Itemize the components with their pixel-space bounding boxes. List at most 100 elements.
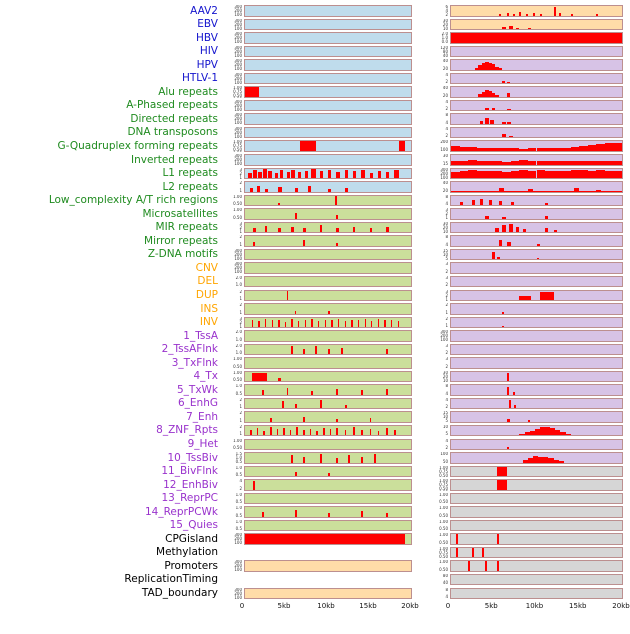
data-bar [264,318,267,328]
track-row-14-reprpcwk: 14_ReprPCWk 1.0 0.5 1.00 0.50 [0,505,630,519]
data-bar [303,227,306,233]
track-label-a-phased-repeats: A-Phased repeats [126,99,218,112]
data-bar [319,171,323,179]
y-tick-label: 300 [234,5,242,10]
track-label-7-enh: 7_Enh [186,410,218,423]
track-row-9-het: 9_Het 1.00 0.50 4 2 [0,438,630,452]
data-bar [488,91,493,97]
data-bar [555,429,561,436]
y-tick-label: 1.00 [233,357,242,362]
y-axis-ticks-right: 30 20 10 [412,371,450,383]
data-bar [480,199,484,206]
data-bar [493,161,503,165]
data-bar [251,319,253,328]
y-tick-label: 200 [234,129,242,135]
y-tick-label: 4 [445,594,448,600]
track-panel-left-replicationtiming [244,574,412,586]
data-bar [481,91,486,97]
data-bar [492,251,495,260]
data-bar [493,148,503,151]
data-bar [399,141,406,151]
track-panel-right-hiv [450,45,623,58]
track-panel-left-l2-repeats [244,181,412,193]
y-tick-label: 100 [234,66,242,71]
track-label-ins: INS [200,302,218,315]
track-panel-left-5-txwk [244,384,412,396]
data-bar [344,169,348,179]
data-bar [264,225,268,233]
track-label-hiv: HIV [199,45,218,58]
data-bar [574,188,580,192]
data-bar [527,160,537,165]
data-bar [323,427,325,436]
data-bar [258,172,262,179]
y-axis-ticks-right: 1.000.750.500.25 [412,466,450,478]
data-bar [488,62,493,70]
y-axis-ticks-right: 30 20 10 [412,19,450,31]
y-tick-label: 1 [239,241,242,247]
data-bar [545,148,554,151]
track-label-2-tssaflnk: 2_TssAFlnk [161,343,218,356]
track-rows-container: AAV2 300 200 100 6 4 2 EBV 300 200 100 30 20 10 HBV 300… [0,4,630,600]
data-bar [468,561,471,571]
data-bar [570,170,580,179]
track-label-cnv: CNV [195,261,218,274]
track-panel-left-low-complexity-a-t-rich-regions [244,194,412,207]
y-tick-label: 2 [445,363,448,369]
y-tick-label: 3 [239,221,242,226]
y-tick-label: 200 [234,21,242,27]
track-label-3-txflnk: 3_TxFlnk [171,356,218,369]
track-label-hbv: HBV [196,31,218,44]
y-axis-ticks-right: 200 100 [412,140,450,152]
y-tick-label: 1 [445,309,448,315]
data-bar [485,161,494,165]
track-panel-right-1-tssa [450,330,623,342]
y-axis-ticks-right: 100 50 [412,452,450,464]
track-panel-left-8-znf-rpts [244,424,412,437]
data-bar [495,66,499,70]
data-bar [538,456,544,463]
data-bar [613,160,622,165]
track-row-inverted-repeats: Inverted repeats 300 200 100 30 15 [0,153,630,167]
x-tick-label-left: 20kb [401,602,419,611]
track-panel-left-2-tssaflnk [244,343,412,356]
y-tick-label: 1.00 [439,533,448,538]
y-tick-label: 10 [442,228,448,234]
data-bar [507,93,510,97]
data-bar [558,461,564,463]
y-tick-label: 3 [239,316,242,321]
track-panel-left-htlv-1 [244,72,412,85]
y-axis-ticks-right: 1.00 0.50 [412,560,450,572]
y-tick-label: 2 [239,319,242,325]
y-tick-label: 0.5 [235,526,242,532]
data-bar [324,319,326,328]
y-tick-label: 300 [234,45,242,50]
data-bar [261,390,264,395]
y-axis-ticks-left: 300 200 100 [220,249,244,261]
track-panel-right-13-reprpc [450,492,623,505]
data-bar [519,295,532,300]
data-bar [245,87,260,97]
track-row-hpv: HPV 300 200 100 40 20 [0,58,630,72]
y-tick-label: 1 [239,431,242,437]
data-bar [587,170,597,179]
y-tick-label: 0.0 [441,39,448,44]
data-bar [507,418,510,422]
y-axis-ticks-right: 40 20 [412,181,450,193]
track-panel-left-12-enhbiv [244,479,412,491]
y-axis-ticks-left: 300 200 100 [220,588,244,600]
track-panel-right-2-tssaflnk [450,343,623,356]
y-tick-label: 30 [442,370,448,375]
track-label-l1-repeats: L1 repeats [162,167,218,180]
y-axis-ticks-left: 1.00 0.50 [220,208,244,220]
y-tick-label: 1 [239,417,242,423]
data-bar [497,256,500,260]
data-bar [562,147,571,151]
data-bar [394,169,400,179]
